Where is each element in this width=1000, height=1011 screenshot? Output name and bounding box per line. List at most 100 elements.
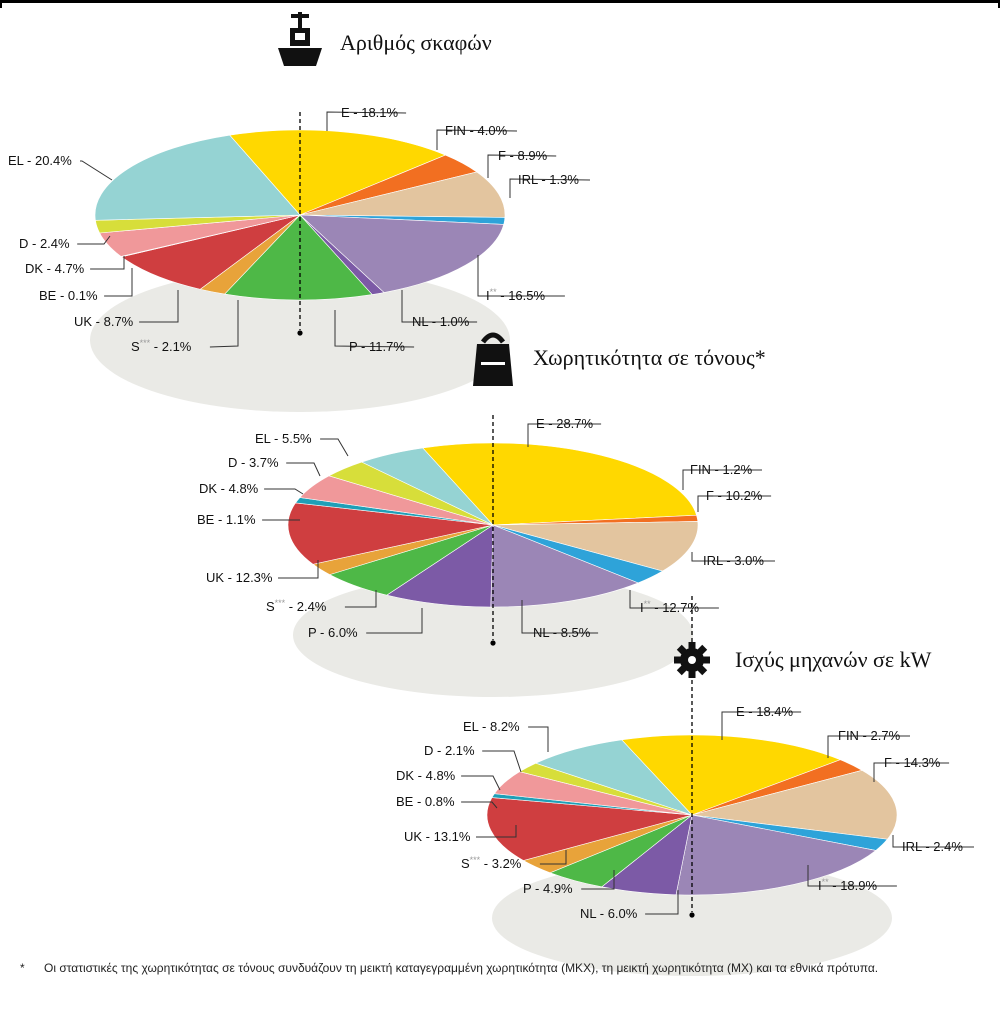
leader-line [320,438,349,457]
data-label-d: D - 2.4% [19,235,111,251]
pie-slice-nl [386,524,494,608]
leader-line [139,290,179,323]
leader-line [476,825,517,838]
label-text: F - 14.3% [884,755,941,770]
label-text: NL - 8.5% [533,625,591,640]
pie-chart-3: Ισχύς μηχανών σε kW E - 18.4% FIN - 2.7% F … [396,596,974,976]
leader-line [509,178,591,198]
pie-chart-1: Αριθμός σκαφών E - 18.1% FIN - 4.0% F - 8.9… [8,12,591,412]
leader-line [209,300,239,348]
leader-line [344,590,377,608]
label-text: IRL - 2.4% [902,839,963,854]
leader-line [629,590,719,609]
leader-line [482,750,522,773]
leader-line [697,495,772,512]
leader-line [264,488,304,495]
leader-line [461,801,498,809]
data-label-f: F - 14.3% [873,755,950,782]
data-label-d: D - 3.7% [228,455,321,477]
data-label-nl: NL - 8.5% [521,600,599,640]
data-label-nl: NL - 1.0% [401,290,478,329]
data-label-s: S*** - 2.4% [266,590,377,614]
label-text: UK - 12.3% [206,570,273,585]
leader-line [477,255,565,297]
label-text: DK - 4.7% [25,261,85,276]
leader-line [682,469,762,490]
leader-line [80,160,113,181]
label-text: DK - 4.8% [396,768,456,783]
data-label-uk: UK - 13.1% [404,825,517,844]
leader-line [873,762,950,782]
pie-slice-f [492,521,699,572]
pie-chart-2: Χωρητικότητα σε τόνους* E - 28.7% FIN - 1.… [197,332,775,697]
data-label-e: E - 18.1% [326,105,407,131]
pie-slice-e [229,129,447,216]
chart-title: Ισχύς μηχανών σε kW [735,647,932,672]
data-label-nl: NL - 6.0% [580,890,679,921]
pie-slice-el [534,739,693,816]
pie-slice-i [675,814,877,896]
pie-slice-el [94,134,301,221]
data-label-i: I** - 16.5% [477,255,565,303]
data-label-fin: FIN - 2.7% [827,728,910,758]
label-text: EL - 8.2% [463,719,520,734]
leader-line [487,154,557,178]
boat-icon [278,12,322,66]
leader-line [581,870,615,890]
label-text: BE - 0.8% [396,794,455,809]
data-label-uk: UK - 12.3% [206,560,319,585]
label-text: DK - 4.8% [199,481,259,496]
data-label-f: F - 8.9% [487,148,557,178]
data-label-be: BE - 1.1% [197,512,300,527]
drop-dot [490,640,496,646]
chart-title: Χωρητικότητα σε τόνους* [533,345,766,370]
label-text: E - 18.1% [341,105,399,120]
data-label-irl: IRL - 2.4% [892,835,974,854]
leader-line [278,560,319,579]
drop-dot [297,330,303,336]
label-text: IRL - 3.0% [703,553,764,568]
label-text: D - 2.1% [424,743,475,758]
leader-line [827,735,910,758]
label-text: NL - 1.0% [412,314,470,329]
pie-slice-uk [486,797,693,861]
pie-slice-f [299,171,506,218]
label-text: P - 4.9% [523,881,573,896]
label-text: FIN - 2.7% [838,728,901,743]
pie-slice-i [299,214,505,293]
pie-slice-f [691,770,898,840]
gear-icon [674,642,710,678]
left-rule [0,0,2,8]
data-label-irl: IRL - 3.0% [691,552,775,568]
leader-line [691,552,775,562]
label-text: S*** - 2.4% [266,598,327,614]
label-text: FIN - 1.2% [690,462,753,477]
label-text: D - 3.7% [228,455,279,470]
leader-line [461,775,501,791]
data-label-e: E - 28.7% [527,416,602,447]
leader-line [90,256,125,270]
label-text: D - 2.4% [19,236,70,251]
leader-line [892,835,974,848]
label-text: F - 8.9% [498,148,548,163]
pie-slice-p [224,214,373,301]
leader-line [527,423,602,447]
data-label-el: EL - 5.5% [255,431,349,457]
leader-line [721,711,802,740]
label-text: S*** - 2.1% [131,338,192,354]
data-label-d: D - 2.1% [424,743,522,773]
data-label-i: I** - 12.7% [629,590,719,615]
label-text: I** - 18.9% [818,877,877,893]
leader-line [528,726,549,752]
leader-line [401,290,478,323]
pie-slice-el [360,447,494,526]
pie-slice-e [422,442,697,526]
data-label-e: E - 18.4% [721,704,802,740]
footnote-text: Οι στατιστικές της χωρητικότητας σε τόνο… [44,961,879,975]
data-label-irl: IRL - 1.3% [509,172,591,198]
leader-line [436,129,518,150]
label-text: BE - 0.1% [39,288,98,303]
leader-line [521,600,599,634]
leader-line [807,865,897,887]
